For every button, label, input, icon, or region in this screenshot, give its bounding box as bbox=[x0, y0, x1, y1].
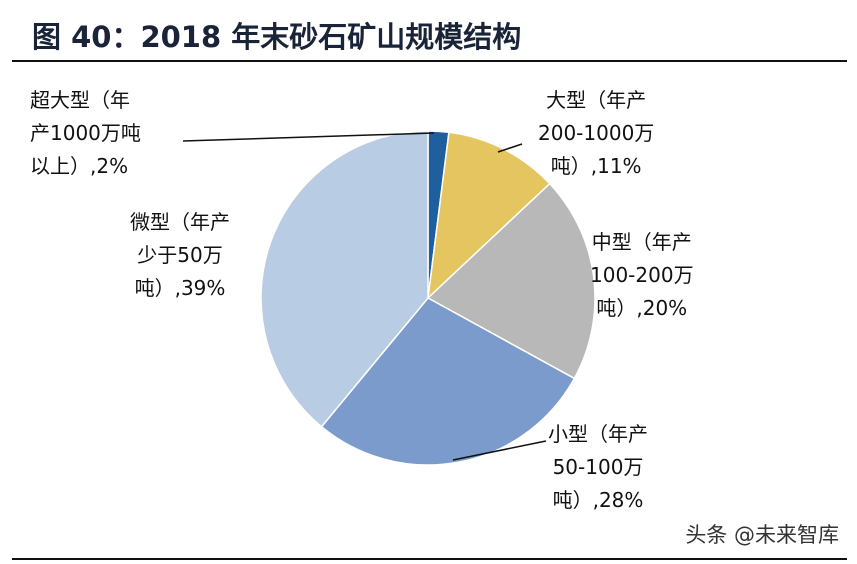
pie-slice-medium bbox=[426, 182, 596, 380]
slice-label-super-large: 超大型（年 产1000万吨 以上）,2% bbox=[30, 88, 141, 178]
slice-label-medium: 中型（年产 100-200万 吨）,20% bbox=[590, 230, 694, 320]
pie-slice-small bbox=[320, 297, 576, 466]
leader-line bbox=[452, 440, 547, 461]
title-divider bbox=[12, 60, 847, 62]
slice-label-small: 小型（年产 50-100万 吨）,28% bbox=[548, 422, 648, 512]
bottom-divider bbox=[12, 558, 847, 560]
watermark: 头条 @未来智库 bbox=[685, 523, 839, 547]
leader-line bbox=[182, 132, 435, 142]
leader-line bbox=[497, 143, 523, 153]
chart-title: 图 40：2018 年末砂石矿山规模结构 bbox=[32, 20, 522, 54]
pie-slice-large bbox=[426, 131, 551, 300]
slice-label-micro: 微型（年产 少于50万 吨）,39% bbox=[130, 210, 230, 300]
pie-slice-micro bbox=[260, 130, 429, 428]
slice-label-large: 大型（年产 200-1000万 吨）,11% bbox=[538, 88, 655, 178]
